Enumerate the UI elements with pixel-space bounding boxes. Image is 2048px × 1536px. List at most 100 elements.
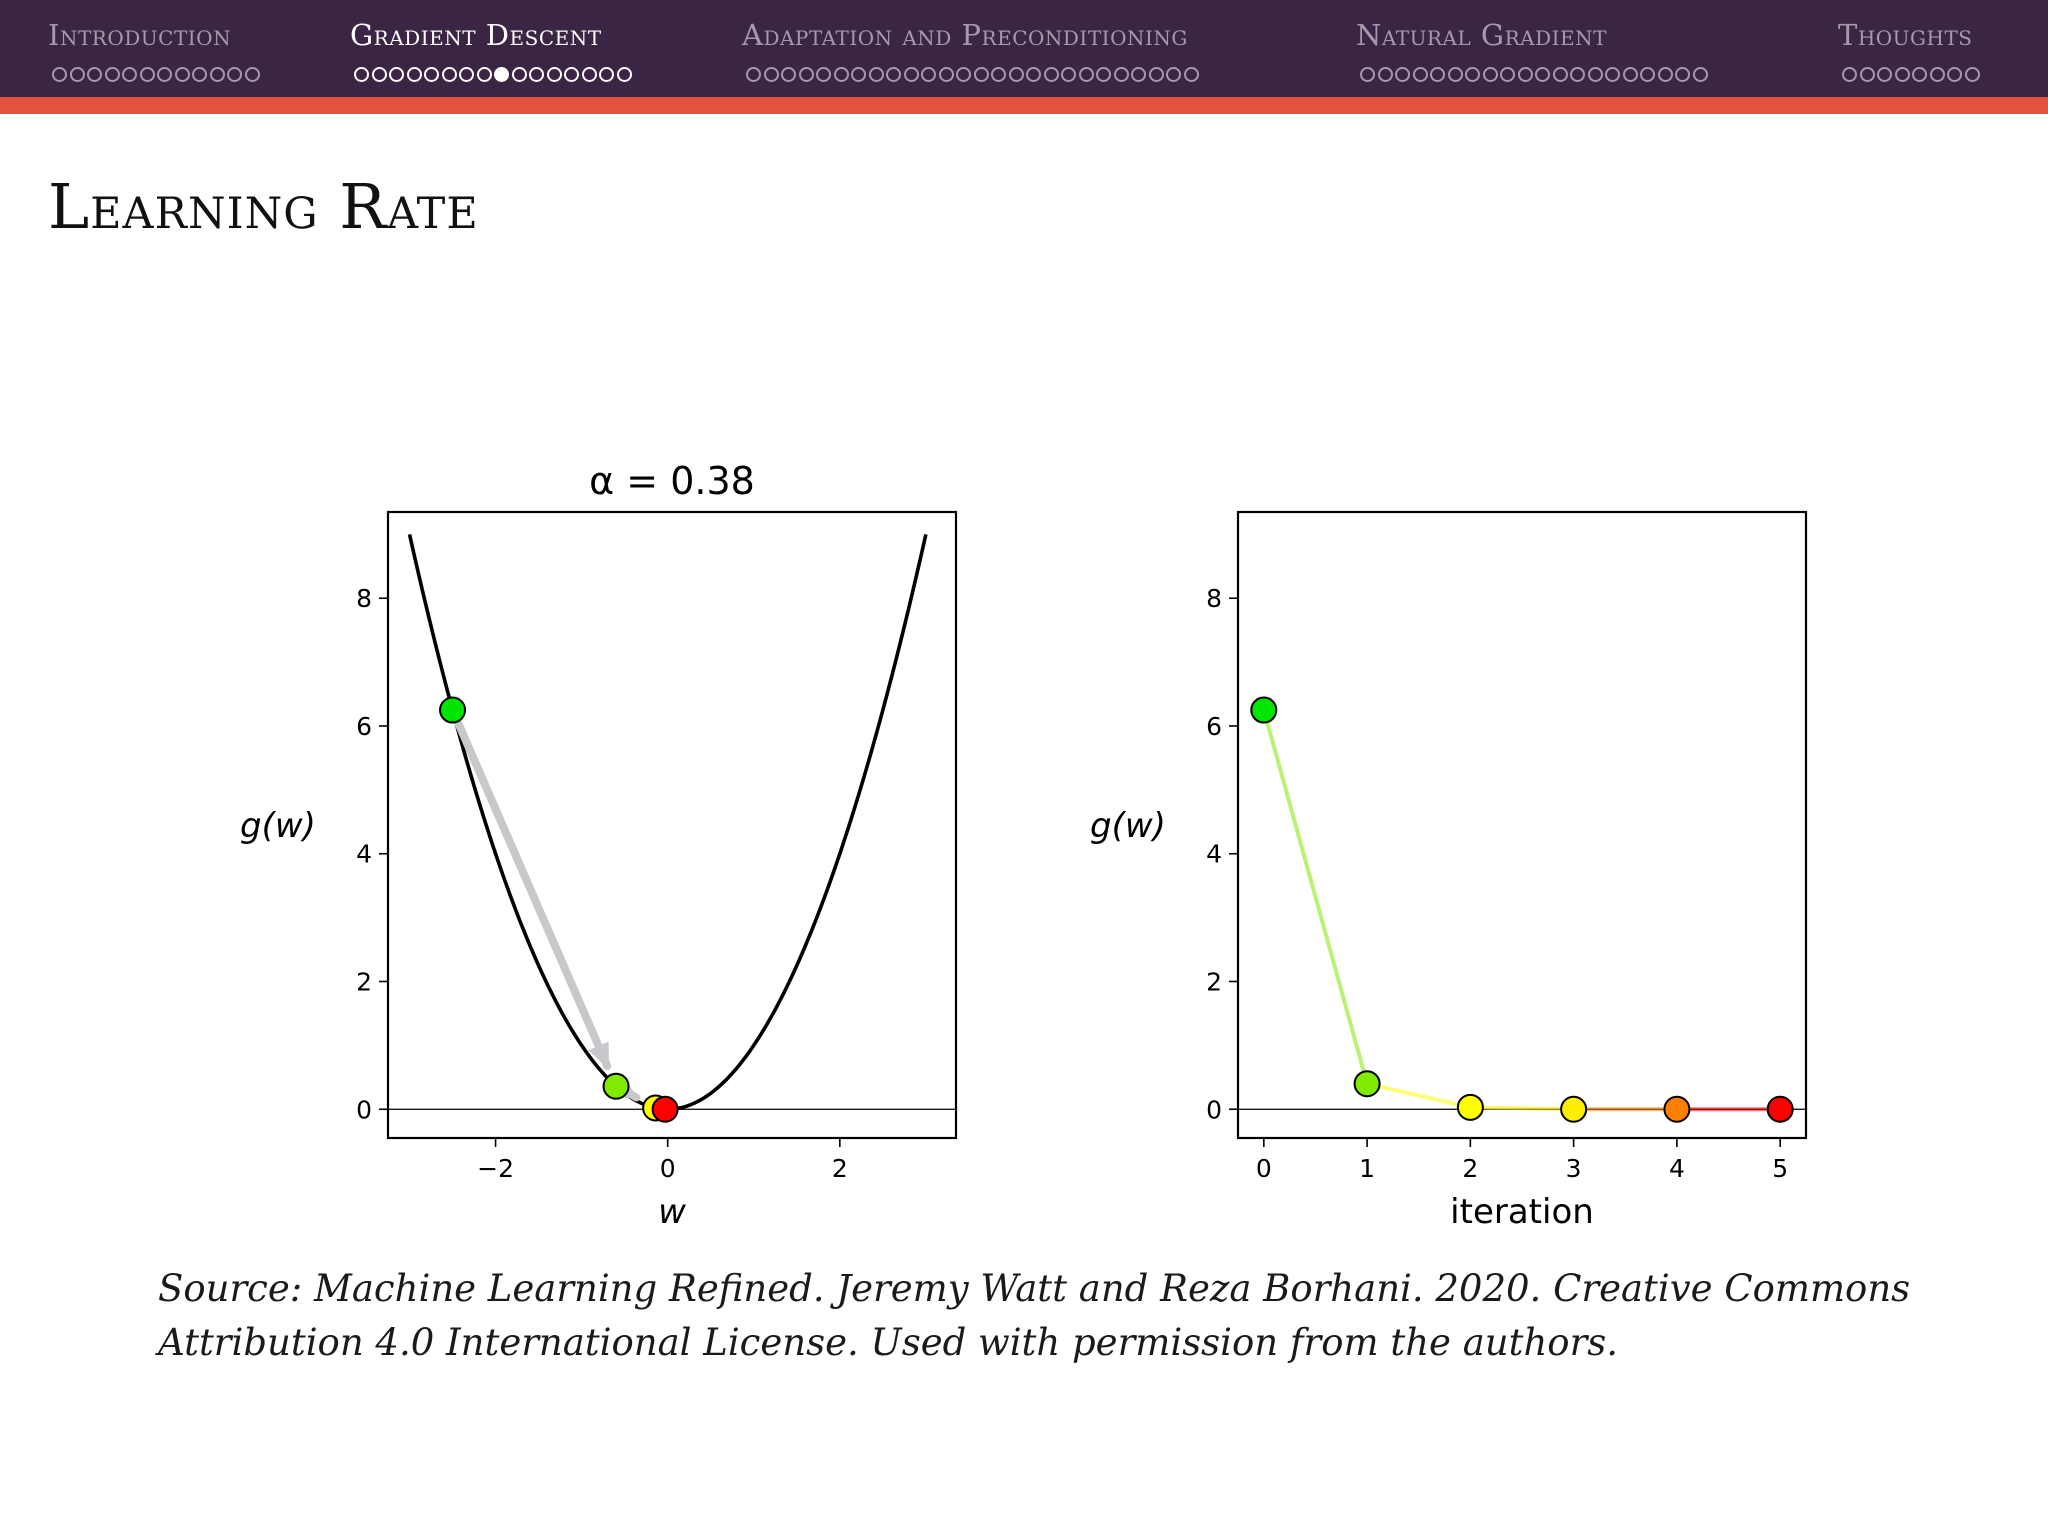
slide-dot[interactable] <box>1043 67 1059 82</box>
slide-dot[interactable] <box>956 67 971 82</box>
slide-dot[interactable] <box>546 67 562 82</box>
slide-dot[interactable] <box>1947 67 1962 82</box>
x-axis-label: w <box>658 1192 686 1232</box>
slide-dot[interactable] <box>903 67 919 82</box>
slide-dot[interactable] <box>1859 67 1875 82</box>
nav-section-adaptation-and-preconditioning[interactable]: Adaptation and Preconditioning <box>742 18 1188 52</box>
slide-dot[interactable] <box>1447 67 1463 82</box>
slide-dot[interactable] <box>991 67 1006 82</box>
nav-section-natural-gradient[interactable]: Natural Gradient <box>1356 18 1607 52</box>
slide-dot[interactable] <box>816 67 831 82</box>
chart-title: α = 0.38 <box>589 459 755 503</box>
slide-dot[interactable] <box>564 67 579 82</box>
slide-dot[interactable] <box>371 67 387 82</box>
slide-dot[interactable] <box>599 67 614 82</box>
slide-dot[interactable] <box>973 67 989 82</box>
slide-dot[interactable] <box>139 67 155 82</box>
slide-dot[interactable] <box>1877 67 1892 82</box>
slide-dot[interactable] <box>1078 67 1094 82</box>
x-tick-label: 0 <box>660 1154 676 1183</box>
slide-dot[interactable] <box>1964 67 1980 82</box>
slide-dot[interactable] <box>529 67 544 82</box>
slide-dot[interactable] <box>1842 67 1857 82</box>
slide-dot[interactable] <box>209 67 225 82</box>
slide-dot[interactable] <box>868 67 884 82</box>
slide-dot[interactable] <box>174 67 190 82</box>
slide-dot[interactable] <box>1131 67 1146 82</box>
slide-dot[interactable] <box>763 67 779 82</box>
slide-dot[interactable] <box>851 67 866 82</box>
history-segment <box>1470 1105 1574 1112</box>
slide-dot[interactable] <box>1061 67 1076 82</box>
slide-dot[interactable] <box>441 67 457 82</box>
slide-dot[interactable] <box>354 67 369 82</box>
slide-dot[interactable] <box>1395 67 1410 82</box>
slide-dot[interactable] <box>1517 67 1533 82</box>
slide-dot[interactable] <box>1148 67 1164 82</box>
slide-dot[interactable] <box>476 67 492 82</box>
slide-dot[interactable] <box>157 67 172 82</box>
slide-dot[interactable] <box>459 67 474 82</box>
chart-left-loss-curve: 0 2 4 6 8 −2 0 2 w g(w) α = 0.38 <box>240 459 958 1232</box>
navigation-bar <box>0 0 2048 97</box>
slide-dot[interactable] <box>1692 67 1708 82</box>
slide-dot[interactable] <box>1894 67 1910 82</box>
slide-dot[interactable] <box>1026 67 1041 82</box>
slide-dot[interactable] <box>389 67 404 82</box>
slide-dot[interactable] <box>1500 67 1515 82</box>
slide-dot[interactable] <box>1096 67 1111 82</box>
slide-dot[interactable] <box>746 67 761 82</box>
slide-dot[interactable] <box>1605 67 1620 82</box>
slide-dot[interactable] <box>1675 67 1690 82</box>
slide-dot[interactable] <box>1113 67 1129 82</box>
current-slide-dot[interactable] <box>494 67 509 82</box>
chart-right-cost-history: 0 2 4 6 8 0 1 2 3 4 5 iteration g(w) <box>1090 510 1808 1232</box>
slide-dot[interactable] <box>227 67 242 82</box>
nav-section-gradient-descent[interactable]: Gradient Descent <box>350 18 602 52</box>
nav-section-introduction[interactable]: Introduction <box>48 18 232 52</box>
slide-dot[interactable] <box>1929 67 1945 82</box>
slide-dot[interactable] <box>581 67 597 82</box>
slide-dot[interactable] <box>406 67 422 82</box>
slide-dot[interactable] <box>833 67 849 82</box>
y-tick-label: 0 <box>1206 1095 1222 1124</box>
slide-dot[interactable] <box>1377 67 1393 82</box>
slide-dot[interactable] <box>122 67 137 82</box>
slide-dot[interactable] <box>1912 67 1927 82</box>
slide-dot[interactable] <box>424 67 439 82</box>
x-tick-label: 4 <box>1669 1154 1685 1183</box>
slide-dot[interactable] <box>938 67 954 82</box>
slide-dot[interactable] <box>1465 67 1480 82</box>
slide-dot[interactable] <box>69 67 85 82</box>
slide-dot[interactable] <box>1183 67 1199 82</box>
slide-dot[interactable] <box>1360 67 1375 82</box>
slide-dot[interactable] <box>1430 67 1445 82</box>
slide-dot[interactable] <box>1412 67 1428 82</box>
slide-dot[interactable] <box>886 67 901 82</box>
y-tick-label: 8 <box>356 584 372 613</box>
slide-dot[interactable] <box>1535 67 1550 82</box>
slide-dot[interactable] <box>1657 67 1673 82</box>
slide-dot[interactable] <box>616 67 632 82</box>
slide-dot[interactable] <box>1587 67 1603 82</box>
slide-dot[interactable] <box>798 67 814 82</box>
slide-dot[interactable] <box>1166 67 1181 82</box>
slide-dot[interactable] <box>511 67 527 82</box>
step-arrow-head <box>588 1041 609 1070</box>
slide-dot[interactable] <box>1640 67 1655 82</box>
slide-dot[interactable] <box>1552 67 1568 82</box>
slide-dot[interactable] <box>1008 67 1024 82</box>
slide-dot[interactable] <box>1482 67 1498 82</box>
nav-slide-dots <box>354 64 634 88</box>
slide-dot[interactable] <box>104 67 120 82</box>
slide-dot[interactable] <box>52 67 67 82</box>
slide-dot[interactable] <box>244 67 260 82</box>
slide-dot[interactable] <box>781 67 796 82</box>
slide-dot[interactable] <box>1570 67 1585 82</box>
slide-dot[interactable] <box>192 67 207 82</box>
slide-dot[interactable] <box>87 67 102 82</box>
nav-section-thoughts[interactable]: Thoughts <box>1838 18 1973 52</box>
slide-dot[interactable] <box>921 67 936 82</box>
x-tick-label: 2 <box>1462 1154 1478 1183</box>
slide-dot[interactable] <box>1622 67 1638 82</box>
